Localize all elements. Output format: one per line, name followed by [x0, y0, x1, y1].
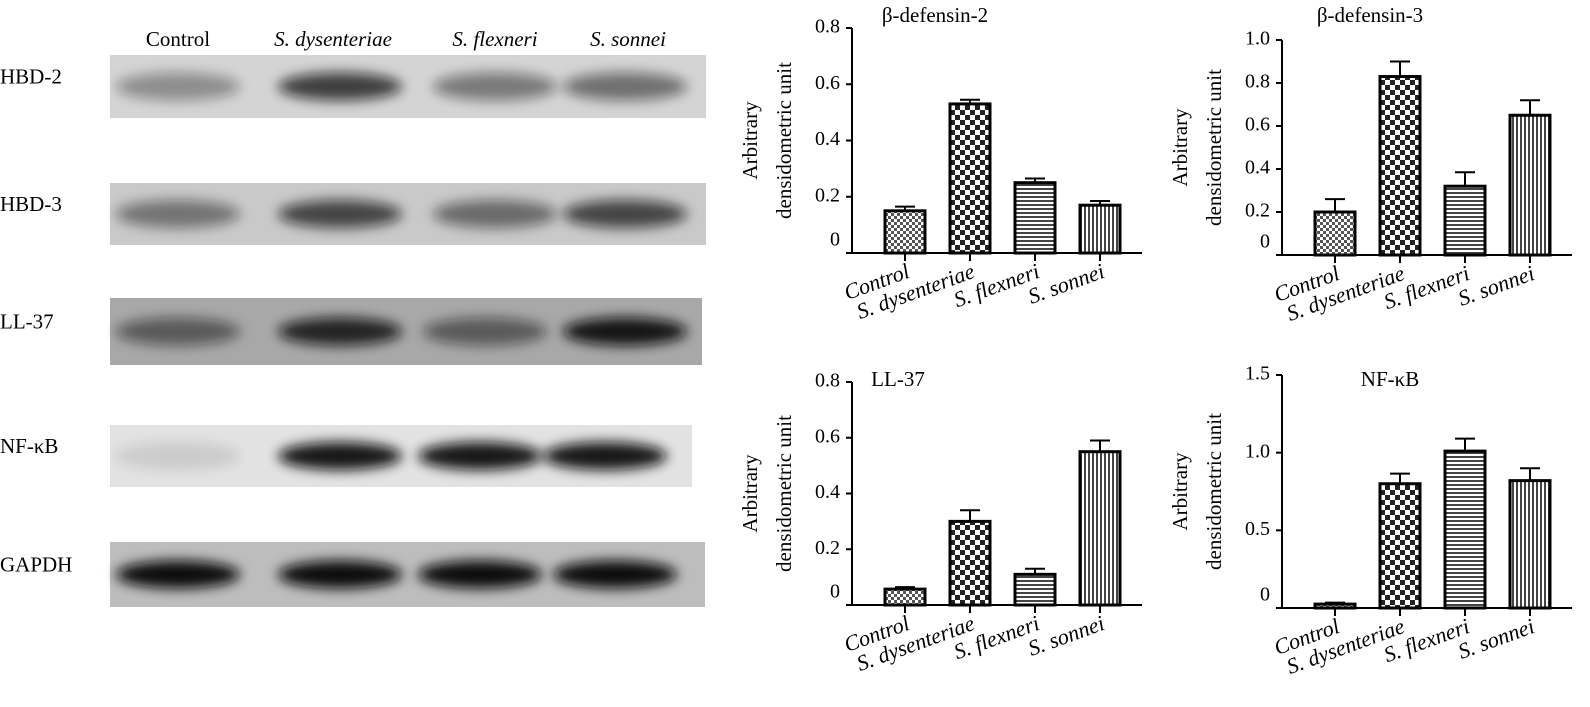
- lane-label: S. dysenteriae: [274, 27, 392, 51]
- row-label: HBD-3: [0, 192, 62, 216]
- y-tick-label: 0: [1260, 231, 1270, 253]
- band: [278, 200, 402, 228]
- chart-title: β-defensin-3: [1317, 3, 1423, 27]
- band: [418, 442, 542, 470]
- y-axis-label: Arbitrary: [738, 454, 762, 533]
- bar: [1443, 449, 1487, 610]
- band: [278, 317, 402, 346]
- chart-title: β-defensin-2: [882, 3, 988, 27]
- y-axis-label: densidometric unit: [772, 62, 796, 219]
- bar-chart: NF-κB Arbitrary densidometric unit 0 0.5 1.0 1…: [1168, 363, 1572, 679]
- bar: [948, 102, 992, 255]
- y-tick-label: 0: [830, 581, 840, 603]
- band: [278, 72, 402, 101]
- lane-label: Control: [146, 27, 210, 51]
- western-blot: Control S. dysenteriae S. flexneri S. sonne…: [0, 27, 706, 607]
- y-tick-label: 0.8: [815, 16, 840, 38]
- row-label: GAPDH: [0, 552, 72, 576]
- bar: [1313, 602, 1357, 610]
- y-axis-label: densidometric unit: [1202, 69, 1226, 226]
- band: [553, 560, 677, 589]
- x-tick-label: S. sonnei: [1454, 613, 1537, 664]
- y-tick-label: 0.2: [1245, 200, 1270, 222]
- x-tick-label: S. sonnei: [1024, 610, 1107, 661]
- band: [278, 560, 402, 589]
- band: [423, 317, 547, 346]
- band: [563, 72, 687, 101]
- bar: [1508, 113, 1552, 257]
- band: [278, 442, 402, 470]
- bar: [1378, 482, 1422, 610]
- y-tick-label: 0.6: [815, 425, 840, 447]
- bar: [1013, 572, 1057, 607]
- y-axis-label: densidometric unit: [772, 415, 796, 572]
- y-tick-label: 0.5: [1245, 518, 1270, 540]
- y-tick-label: 0.8: [1245, 71, 1270, 93]
- y-axis-label: Arbitrary: [1168, 108, 1192, 187]
- row-label: HBD-2: [0, 64, 62, 88]
- band: [116, 560, 240, 589]
- band: [116, 200, 240, 228]
- chart-title: NF-κB: [1361, 367, 1419, 391]
- bar-chart: LL-37 Arbitrary densidometric unit 0 0.2 0.4 0…: [738, 367, 1142, 676]
- y-tick-label: 0.4: [815, 128, 840, 150]
- y-tick-label: 0.6: [1245, 114, 1270, 136]
- y-tick-label: 1.0: [1245, 440, 1270, 462]
- lane-label: S. flexneri: [452, 27, 537, 51]
- y-tick-label: 0.2: [815, 184, 840, 206]
- bar-chart: β-defensin-2 Arbitrary densidometric unit 0…: [738, 3, 1142, 324]
- band: [433, 200, 557, 228]
- y-tick-label: 0.4: [815, 481, 840, 503]
- band: [116, 442, 240, 470]
- y-tick-label: 0.6: [815, 72, 840, 94]
- y-tick-label: 1.0: [1245, 28, 1270, 50]
- band: [418, 560, 542, 589]
- bar: [883, 587, 927, 607]
- band: [116, 317, 240, 346]
- bar: [1078, 203, 1122, 255]
- band: [563, 317, 687, 346]
- chart-title: LL-37: [871, 367, 925, 391]
- y-tick-label: 0: [830, 229, 840, 251]
- bar: [883, 209, 927, 255]
- band: [433, 72, 557, 101]
- bar-chart: β-defensin-3 Arbitrary densidometric unit 0…: [1168, 3, 1572, 326]
- y-tick-label: 1.5: [1245, 363, 1270, 385]
- lane-label: S. sonnei: [590, 27, 666, 51]
- y-tick-label: 0: [1260, 584, 1270, 606]
- x-tick-label: S. sonnei: [1024, 258, 1107, 309]
- bar: [1013, 181, 1057, 255]
- y-tick-label: 0.8: [815, 370, 840, 392]
- band: [563, 200, 687, 228]
- bar: [1508, 479, 1552, 610]
- x-tick-label: S. sonnei: [1454, 260, 1537, 311]
- y-axis-label: Arbitrary: [1168, 452, 1192, 531]
- band: [543, 442, 667, 470]
- y-axis-label: densidometric unit: [1202, 413, 1226, 570]
- bar: [948, 519, 992, 607]
- y-tick-label: 0.4: [1245, 157, 1270, 179]
- charts: β-defensin-2 Arbitrary densidometric unit 0…: [738, 3, 1572, 679]
- row-label: LL-37: [0, 309, 54, 333]
- bar: [1078, 450, 1122, 607]
- y-axis-label: Arbitrary: [738, 101, 762, 180]
- bar: [1378, 75, 1422, 257]
- bar: [1443, 184, 1487, 257]
- band: [116, 72, 240, 101]
- y-tick-label: 0.2: [815, 537, 840, 559]
- bar: [1313, 210, 1357, 257]
- row-label: NF-κB: [0, 434, 58, 458]
